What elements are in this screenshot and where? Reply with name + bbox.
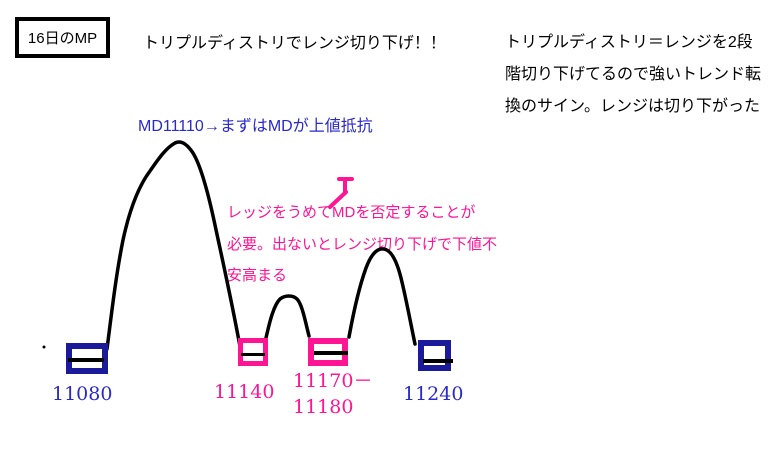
price-label-11080: 11080 — [52, 383, 113, 405]
right-note: トリプルディストリ＝レンジを2段 階切り下げてるので強いトレンド転 換のサイン。… — [505, 27, 761, 123]
price-label-11170: 11170－ — [293, 370, 373, 392]
level-box-11170-11180-line — [314, 351, 348, 355]
page-title: トリプルディストリでレンジ切り下げ！！ — [143, 35, 446, 52]
price-label-11140: 11140 — [214, 381, 275, 403]
title-box: 16日のMP — [15, 17, 110, 58]
pink-note-line-2: 必要。出ないとレンジ切り下げで下値不 — [227, 235, 498, 253]
price-curve-peak-1 — [105, 140, 243, 354]
level-box-11240-line — [423, 359, 453, 363]
price-label-11240: 11240 — [403, 383, 464, 405]
price-curve-peak-2 — [264, 294, 311, 340]
level-box-11140-line — [241, 353, 265, 356]
right-note-line-1: トリプルディストリ＝レンジを2段 — [505, 34, 753, 51]
title-box-label: 16日のMP — [27, 30, 98, 47]
level-box-11080 — [66, 343, 108, 374]
md-resistance-note: MD11110→まずはMDが上値抵抗 — [138, 118, 373, 135]
right-note-line-3: 換のサイン。レンジは切り下がった — [505, 98, 761, 115]
pink-note-line-3: 安高まる — [227, 267, 288, 284]
level-box-11240 — [418, 340, 453, 371]
right-note-line-2: 階切り下げてるので強いトレンド転 — [505, 66, 762, 83]
pink-warning-note: レッジをうめてMDを否定することが 必要。出ないとレンジ切り下げで下値不 安高ま… — [227, 197, 497, 292]
price-label-11180: 11180 — [293, 396, 354, 418]
pink-note-line-1: レッジをうめてMDを否定することが — [227, 204, 476, 221]
level-box-11140 — [238, 338, 268, 366]
stray-dot — [42, 345, 46, 349]
level-box-11080-line — [68, 358, 104, 362]
level-box-11170-11180 — [308, 338, 348, 366]
